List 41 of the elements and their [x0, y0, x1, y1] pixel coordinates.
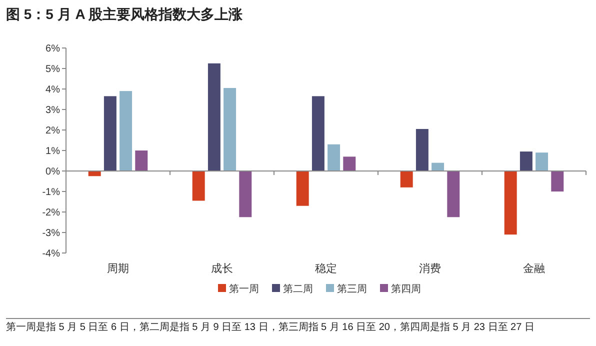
bar [192, 171, 205, 201]
bar [104, 96, 116, 171]
x-tick-label: 周期 [107, 263, 129, 275]
y-tick-label: -2% [42, 208, 60, 218]
bar [296, 171, 309, 206]
legend-label: 第一周 [229, 283, 259, 295]
bar [328, 144, 340, 171]
bar [520, 152, 532, 171]
y-tick-label: -3% [42, 228, 60, 239]
legend-label: 第二周 [283, 283, 313, 295]
y-tick-label: 0% [46, 166, 60, 178]
bar [208, 63, 220, 171]
y-tick-label: -4% [42, 248, 60, 260]
text: 第一周是指 5 月 5 日至 6 日，第二周是指 5 月 9 日至 13 日，第三周指 5 月 16 日至 20，第四周是指 5 月 23 日至 27 日 [6, 318, 590, 335]
x-tick-label: 成长 [211, 262, 233, 275]
bar [120, 91, 132, 171]
bar [504, 171, 517, 235]
bar [551, 171, 564, 192]
bar [343, 156, 356, 171]
legend-label: 第三周 [337, 283, 367, 295]
bar [447, 171, 460, 218]
bar [224, 88, 236, 171]
x-tick-label: 消费 [419, 262, 441, 275]
x-tick-label: 金融 [523, 263, 545, 275]
y-tick-label: 5% [46, 64, 60, 75]
x-tick-label: 稳定 [315, 262, 337, 275]
bar [432, 162, 444, 171]
bar [312, 96, 324, 171]
y-tick-label: -1% [42, 187, 60, 198]
bar [239, 171, 252, 218]
y-tick-label: 6% [46, 44, 60, 54]
y-tick-label: 4% [46, 84, 60, 96]
bar [135, 150, 148, 171]
y-tick-label: 2% [46, 126, 60, 136]
bar [536, 152, 548, 171]
chart-title: 图 5：5 月 A 股主要风格指数大多上涨 [6, 6, 244, 24]
y-tick-label: 1% [46, 146, 60, 157]
y-tick-label: 3% [46, 105, 60, 116]
bar [416, 128, 428, 171]
bar [400, 171, 413, 188]
legend-label: 第四周 [391, 283, 421, 295]
